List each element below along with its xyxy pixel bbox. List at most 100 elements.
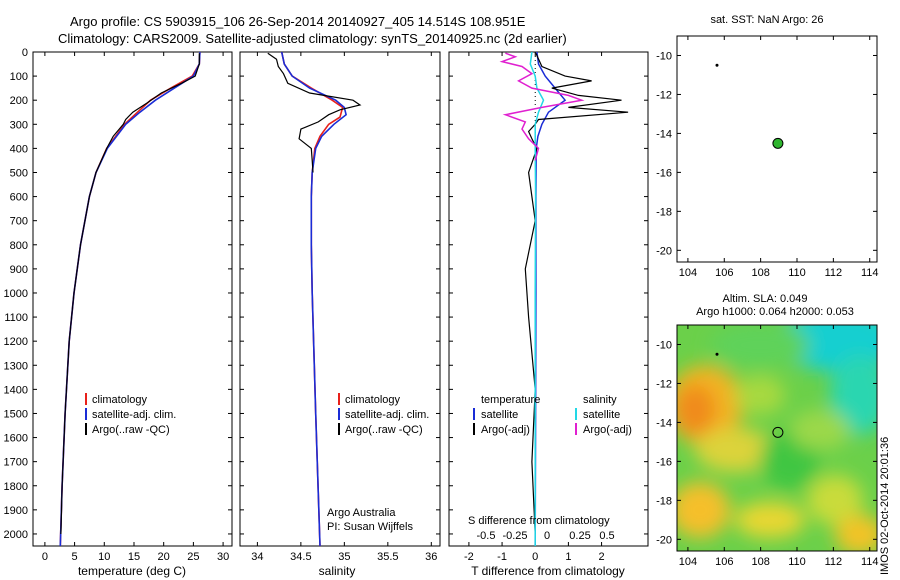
map-y-tick-label: -16	[656, 456, 672, 468]
depth-tick-label: 500	[10, 167, 28, 179]
salinity-xlabel: salinity	[319, 564, 356, 578]
map-y-tick-label: -20	[656, 245, 672, 257]
header-line2: Climatology: CARS2009. Satellite-adjuste…	[58, 31, 567, 46]
x-tick-label: 0	[532, 551, 538, 563]
temperature-legend: climatology satellite-adj. clim. Argo(..…	[85, 393, 176, 436]
salinity-legend: climatology satellite-adj. clim. Argo(..…	[327, 393, 429, 533]
s-diff-tick-label: 0	[544, 530, 550, 542]
temperature-argo-line	[60, 53, 200, 535]
map-y-tick-label: -10	[656, 339, 672, 351]
sla-field	[677, 325, 877, 551]
depth-tick-label: 1200	[4, 336, 28, 348]
s-diff-ticklabels: -0.5 -0.25 0 0.25 0.5	[477, 530, 615, 542]
map-top-axes: 104 106 108 110 112 114 -10 -12 -14 -16 -18 -20	[656, 36, 879, 279]
x-tick-label: 30	[217, 551, 229, 563]
map-x-tick-label: 108	[751, 556, 769, 568]
depth-tick-label: 700	[10, 216, 28, 228]
credit-line2: PI: Susan Wijffels	[327, 521, 413, 533]
map-x-tick-label: 106	[715, 267, 733, 279]
depth-tick-label: 300	[10, 119, 28, 131]
x-tick-label: 0	[42, 551, 48, 563]
depth-axis: 0 100 200 300 400 500 600 700 800 900 1000 1100 1200…	[4, 47, 648, 541]
legend-argo-label: Argo(..raw -QC)	[92, 424, 170, 436]
difference-xlabel: T difference from climatology	[471, 564, 625, 578]
map-bottom-small-marker	[715, 352, 719, 356]
x-tick-label: 25	[187, 551, 199, 563]
map-y-tick-label: -12	[656, 378, 672, 390]
map-y-tick-label: -12	[656, 89, 672, 101]
s-diff-xlabel: S difference from climatology	[468, 515, 610, 527]
x-tick-label: 5	[72, 551, 78, 563]
map-y-tick-label: -14	[656, 128, 672, 140]
s-diff-tick-label: -0.25	[502, 530, 527, 542]
map-y-tick-label: -10	[656, 50, 672, 62]
depth-tick-label: 1700	[4, 457, 28, 469]
difference-legend: temperature satellite Argo(-adj) salinit…	[468, 394, 632, 542]
map-x-tick-label: 108	[751, 267, 769, 279]
map-top-small-marker	[715, 63, 719, 67]
legend-salinity-title: salinity	[583, 394, 617, 406]
depth-tick-label: 400	[10, 143, 28, 155]
map-x-tick-label: 106	[715, 556, 733, 568]
salinity-axis: 34 34.5 35 35.5 36	[251, 52, 437, 563]
depth-tick-label: 600	[10, 192, 28, 204]
x-tick-label: 2	[599, 551, 605, 563]
x-tick-label: -2	[464, 551, 474, 563]
x-tick-label: 34.5	[290, 551, 311, 563]
difference-axis: -2 -1 0 1 2	[464, 52, 605, 563]
difference-panel	[448, 51, 649, 547]
temperature-panel	[32, 51, 233, 547]
depth-tick-label: 1800	[4, 481, 28, 493]
x-tick-label: 36	[425, 551, 437, 563]
map-x-tick-label: 112	[825, 556, 843, 568]
x-tick-label: 1	[565, 551, 571, 563]
x-tick-label: 10	[98, 551, 110, 563]
depth-tick-label: 1000	[4, 288, 28, 300]
depth-tick-label: 1900	[4, 505, 28, 517]
x-tick-label: 34	[251, 551, 263, 563]
map-bottom-frame	[676, 324, 878, 552]
map-bottom-title1: Altim. SLA: 0.049	[723, 293, 808, 305]
map-y-tick-label: -14	[656, 417, 672, 429]
map-bottom-title2: Argo h1000: 0.064 h2000: 0.053	[696, 306, 854, 318]
x-tick-label: 35	[338, 551, 350, 563]
legend-targo-label: Argo(-adj)	[481, 424, 530, 436]
map-x-tick-label: 110	[788, 556, 806, 568]
x-tick-label: 20	[158, 551, 170, 563]
s-diff-tick-label: -0.5	[477, 530, 496, 542]
legend-sargo-label: Argo(-adj)	[583, 424, 632, 436]
legend-ssat-label: satellite	[583, 409, 620, 421]
depth-tick-label: 1100	[4, 312, 28, 324]
depth-tick-label: 900	[10, 264, 28, 276]
legend-argo-label: Argo(..raw -QC)	[345, 424, 423, 436]
legend-climatology-label: climatology	[92, 394, 148, 406]
depth-tick-label: 1600	[4, 433, 28, 445]
diff-salinity-argo-line	[499, 52, 585, 161]
legend-climatology-label: climatology	[345, 394, 401, 406]
depth-tick-label: 1300	[4, 360, 28, 372]
credit-line1: Argo Australia	[327, 507, 396, 519]
map-x-tick-label: 110	[788, 267, 806, 279]
diff-salinity-satellite-line	[529, 52, 545, 546]
depth-tick-label: 100	[10, 71, 28, 83]
header-line1: Argo profile: CS 5903915_106 26-Sep-2014…	[70, 14, 526, 29]
map-x-tick-label: 114	[861, 556, 879, 568]
s-diff-tick-label: 0.25	[569, 530, 590, 542]
map-y-tick-label: -18	[656, 495, 672, 507]
depth-tick-label: 800	[10, 240, 28, 252]
depth-tick-label: 1500	[4, 408, 28, 420]
map-x-tick-label: 104	[679, 267, 697, 279]
salinity-panel	[239, 51, 441, 547]
map-x-tick-label: 112	[825, 267, 843, 279]
map-bottom-axes: 104 106 108 110 112 114 -10 -12 -14 -16 -18 -20	[656, 325, 879, 568]
x-tick-label: 35.5	[377, 551, 398, 563]
s-diff-tick-label: 0.5	[599, 530, 614, 542]
map-y-tick-label: -18	[656, 206, 672, 218]
legend-satellite-label: satellite-adj. clim.	[92, 409, 176, 421]
salinity-satellite-line	[280, 52, 348, 546]
legend-temperature-title: temperature	[481, 394, 540, 406]
map-x-tick-label: 114	[861, 267, 879, 279]
x-tick-label: 15	[128, 551, 140, 563]
salinity-argo-line	[267, 52, 362, 173]
